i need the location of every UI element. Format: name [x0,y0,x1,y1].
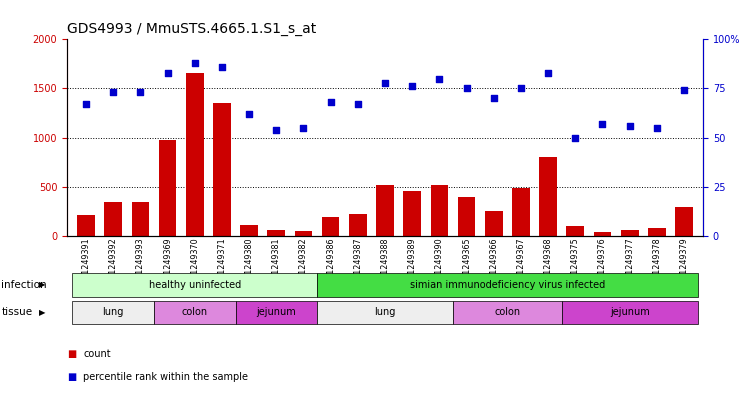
Point [461,85,472,92]
Text: percentile rank within the sample: percentile rank within the sample [83,372,248,382]
Point [623,123,635,129]
Bar [349,214,367,236]
Point [542,70,554,76]
Bar [132,202,150,236]
Text: ▶: ▶ [39,308,45,317]
Point [243,111,255,117]
Point [379,79,391,86]
Point [434,75,446,82]
Point [107,89,119,95]
Bar [458,196,475,236]
Bar [104,202,122,236]
Bar [453,301,562,324]
Bar [154,301,236,324]
Text: colon: colon [182,307,208,318]
Point [298,125,310,131]
Point [678,87,690,94]
Text: ■: ■ [67,372,76,382]
Bar [186,73,204,236]
Text: tissue: tissue [1,307,33,318]
Text: GDS4993 / MmuSTS.4665.1.S1_s_at: GDS4993 / MmuSTS.4665.1.S1_s_at [67,22,316,36]
Text: infection: infection [1,280,47,290]
Point [569,134,581,141]
Bar [317,273,698,297]
Point [80,101,92,107]
Bar [539,157,557,236]
Bar [72,301,154,324]
Point [488,95,500,101]
Point [161,70,173,76]
Bar [322,217,339,236]
Text: lung: lung [103,307,124,318]
Bar [594,232,612,236]
Text: colon: colon [494,307,520,318]
Text: simian immunodeficiency virus infected: simian immunodeficiency virus infected [410,280,605,290]
Bar [431,185,448,236]
Bar [213,103,231,236]
Text: ■: ■ [67,349,76,359]
Bar [77,215,94,236]
Bar [676,207,693,236]
Text: lung: lung [374,307,396,318]
Bar [403,191,421,236]
Point [189,60,201,66]
Bar [376,185,394,236]
Point [270,127,282,133]
Point [406,83,418,90]
Point [352,101,364,107]
Text: count: count [83,349,111,359]
Point [135,89,147,95]
Bar [267,230,285,236]
Bar [485,211,503,236]
Bar [317,301,453,324]
Bar [648,228,666,236]
Bar [512,187,530,236]
Bar [72,273,317,297]
Bar [620,230,638,236]
Text: jejunum: jejunum [610,307,650,318]
Text: jejunum: jejunum [257,307,296,318]
Bar [562,301,698,324]
Point [324,99,336,105]
Bar [295,231,312,236]
Bar [158,140,176,236]
Bar [240,225,258,236]
Point [515,85,527,92]
Point [651,125,663,131]
Bar [566,226,584,236]
Text: ▶: ▶ [39,281,45,289]
Point [216,64,228,70]
Point [597,121,609,127]
Text: healthy uninfected: healthy uninfected [149,280,241,290]
Bar [236,301,317,324]
